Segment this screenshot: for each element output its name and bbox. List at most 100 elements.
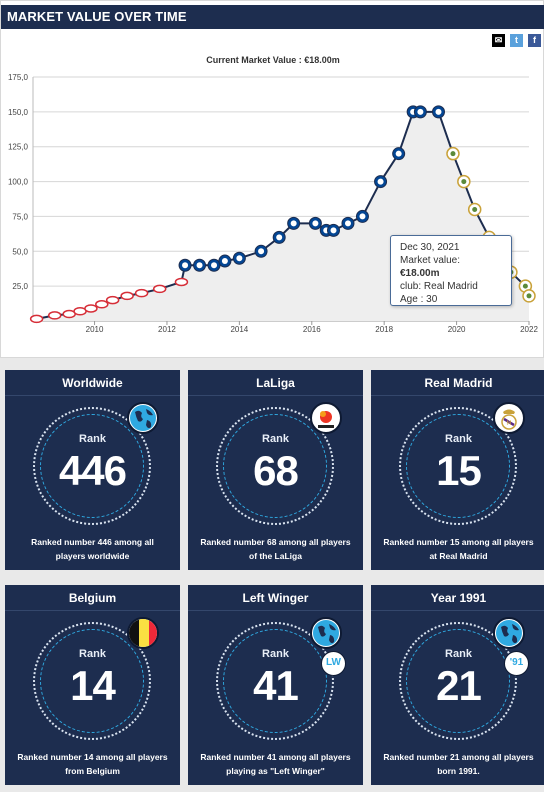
card-title: Left Winger — [188, 585, 363, 611]
data-point-lille — [84, 304, 98, 313]
rank-ring-inner — [223, 414, 327, 518]
y-tick-label: 50,0 — [12, 247, 28, 256]
tooltip-club-row: club: Real Madrid — [400, 280, 502, 293]
x-tick-label: 2020 — [448, 325, 466, 334]
x-tick-label: 2014 — [230, 325, 248, 334]
data-point-lille — [120, 291, 134, 301]
tooltip-date: Dec 30, 2021 — [400, 242, 460, 253]
rank-number: 14 — [70, 662, 116, 709]
data-point-chelsea-center — [276, 234, 283, 241]
y-tick-label: 25,0 — [12, 282, 28, 291]
rank-label: Rank — [79, 433, 106, 445]
x-tick-label: 2010 — [86, 325, 104, 334]
chart-tooltip: Dec 30, 2021 Market value: €18.00m club:… — [390, 235, 512, 306]
data-point-real-madrid-center — [461, 179, 467, 185]
x-tick-label: 2018 — [375, 325, 393, 334]
rank-label: Rank — [262, 433, 289, 445]
data-point-lille — [47, 311, 62, 320]
rank-card-club: Real Madrid M Rank 15 Ranked number 15 a… — [371, 370, 544, 570]
rank-number: 68 — [253, 447, 299, 494]
data-point-lille — [29, 314, 44, 324]
current-market-value: Current Market Value : €18.00m — [206, 55, 340, 65]
rank-card-worldwide: Worldwide Rank 446 Ranked number 446 amo… — [5, 370, 180, 570]
y-tick-label: 100,0 — [8, 178, 29, 187]
data-point-lille — [95, 300, 109, 309]
data-point-chelsea-center — [435, 108, 442, 115]
globe-icon — [493, 617, 525, 649]
data-point-chelsea-center — [330, 227, 337, 234]
position-tag: LW — [321, 651, 346, 676]
card-title: Worldwide — [5, 370, 180, 396]
rank-card-birth-year: Year 1991 '91 Rank 21 Ranked number 21 a… — [371, 585, 544, 785]
rank-ring-inner — [40, 414, 144, 518]
tooltip-age-label: Age : — [400, 294, 424, 305]
data-point-lille — [152, 284, 167, 294]
facebook-share-icon[interactable]: f — [528, 34, 541, 47]
rank-ring — [33, 407, 151, 525]
y-tick-label: 175,0 — [8, 73, 29, 82]
y-tick-label: 125,0 — [8, 143, 29, 152]
rank-label: Rank — [445, 648, 472, 660]
data-point-chelsea-center — [258, 248, 265, 255]
data-point-chelsea-center — [312, 220, 319, 227]
rank-ring-inner — [406, 414, 510, 518]
twitter-share-icon[interactable]: t — [510, 34, 523, 47]
email-share-icon[interactable]: ✉ — [492, 34, 505, 47]
rank-ring-inner — [40, 629, 144, 733]
data-point-chelsea-center — [359, 213, 366, 220]
data-point-chelsea-center — [290, 220, 297, 227]
rank-ring — [216, 622, 334, 740]
rank-number: 15 — [436, 447, 482, 494]
y-tick-label: 75,0 — [12, 212, 28, 221]
data-point-lille — [174, 277, 189, 287]
rank-card-league: LaLiga Rank 68 Ranked number 68 among al… — [188, 370, 363, 570]
card-title: Year 1991 — [371, 585, 544, 611]
market-value-panel: MARKET VALUE OVER TIME ✉ t f Current Mar… — [0, 0, 544, 358]
rank-description: Ranked number 68 among all players of th… — [200, 537, 351, 561]
tooltip-age: 30 — [426, 294, 438, 305]
rank-ring — [399, 407, 517, 525]
tooltip-market-value: €18.00m — [400, 268, 440, 279]
rank-description: Ranked number 446 among all players worl… — [31, 537, 154, 561]
x-tick-label: 2016 — [303, 325, 321, 334]
rank-label: Rank — [445, 433, 472, 445]
data-point-chelsea-center — [377, 178, 384, 185]
data-point-chelsea-center — [211, 262, 218, 269]
tooltip-age-row: Age : 30 — [400, 293, 502, 306]
data-point-real-madrid-center — [522, 283, 528, 289]
birth-year-tag: '91 — [504, 651, 529, 676]
data-point-chelsea-center — [417, 108, 424, 115]
data-point-chelsea-center — [395, 150, 402, 157]
rank-ring-inner — [223, 629, 327, 733]
data-point-lille — [134, 288, 149, 298]
rank-label: Rank — [79, 648, 106, 660]
rank-description: Ranked number 41 among all players playi… — [200, 752, 351, 776]
panel-title: MARKET VALUE OVER TIME — [1, 5, 544, 29]
real-madrid-crest-icon: M — [493, 402, 525, 434]
card-title: Real Madrid — [371, 370, 544, 396]
card-title: Belgium — [5, 585, 180, 611]
tooltip-club: Real Madrid — [423, 281, 478, 292]
data-point-chelsea-center — [182, 262, 189, 269]
data-point-real-madrid-center — [450, 151, 456, 157]
card-title: LaLiga — [188, 370, 363, 396]
rank-card-country: Belgium Rank 14 Ranked number 14 among a… — [5, 585, 180, 785]
data-point-chelsea-center — [344, 220, 351, 227]
rank-number: 21 — [436, 662, 482, 709]
y-tick-label: 150,0 — [8, 108, 29, 117]
rank-description: Ranked number 14 among all players from … — [17, 752, 168, 776]
x-tick-label: 2022 — [520, 325, 538, 334]
rank-description: Ranked number 21 among all players born … — [383, 752, 534, 776]
tooltip-club-label: club: — [400, 281, 422, 292]
tooltip-market-value-row: Market value: €18.00m — [400, 254, 502, 280]
rank-number: 41 — [253, 662, 299, 709]
laliga-logo-icon — [310, 402, 342, 434]
rank-ring — [399, 622, 517, 740]
data-point-lille — [105, 295, 120, 305]
rank-ring-inner — [406, 629, 510, 733]
data-point-real-madrid-center — [526, 293, 532, 299]
svg-text:M: M — [506, 420, 511, 427]
tooltip-market-value-label: Market value: — [400, 255, 461, 266]
globe-icon — [127, 402, 159, 434]
data-point-chelsea-center — [221, 258, 228, 265]
